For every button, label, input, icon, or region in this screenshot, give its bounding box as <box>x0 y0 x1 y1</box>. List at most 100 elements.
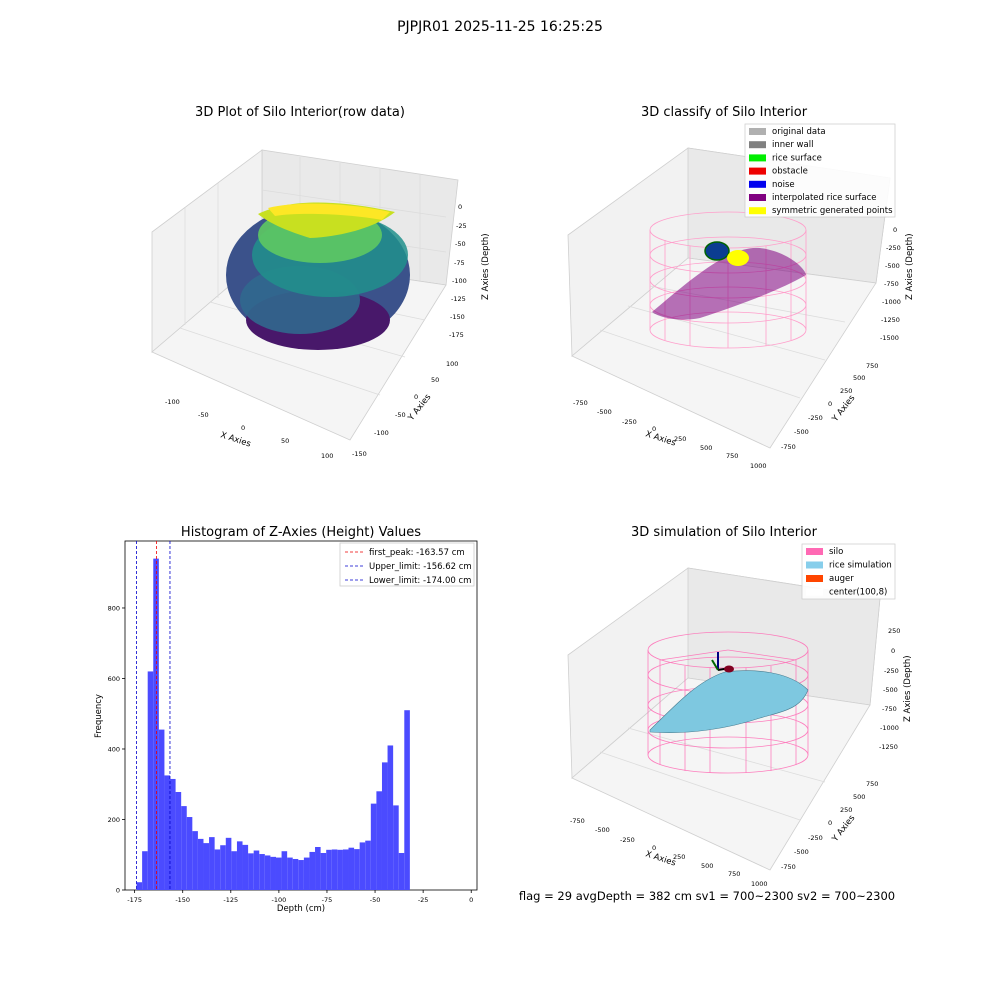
svg-text:-175: -175 <box>449 331 464 339</box>
simulation-ylabel: Y Axies <box>830 813 858 845</box>
histogram-bar <box>381 762 388 890</box>
histogram-bar <box>298 860 304 890</box>
svg-text:250: 250 <box>888 627 900 635</box>
histogram-y-ticks: 0 200 400 600 800 <box>108 604 125 895</box>
legend-entry: inner wall <box>772 140 813 150</box>
histogram-bar <box>393 805 399 890</box>
svg-text:-1250: -1250 <box>879 743 898 751</box>
legend-entry: symmetric generated points <box>772 206 893 216</box>
svg-text:-250: -250 <box>886 244 901 252</box>
histogram-bar <box>404 710 410 890</box>
svg-text:-50: -50 <box>198 411 209 419</box>
legend-swatch <box>749 154 766 162</box>
svg-text:1000: 1000 <box>750 462 767 470</box>
legend-swatch <box>749 167 766 175</box>
histogram-bars <box>136 558 410 890</box>
svg-text:100: 100 <box>446 360 458 368</box>
svg-text:0: 0 <box>828 400 832 408</box>
histogram-bar <box>292 858 299 890</box>
svg-text:-100: -100 <box>374 429 389 437</box>
histogram-bar <box>331 849 338 890</box>
legend-swatch <box>806 575 823 582</box>
svg-text:750: 750 <box>726 452 738 460</box>
svg-text:-1000: -1000 <box>882 298 901 306</box>
histogram-bar <box>264 855 271 890</box>
histogram-bar <box>287 857 293 890</box>
svg-text:500: 500 <box>701 862 713 870</box>
simulation-tick-labels: -750 -500 -250 0 250 500 750 1000 750 50… <box>570 627 900 888</box>
svg-text:250: 250 <box>673 853 685 861</box>
histogram-bar <box>320 852 327 890</box>
classify-panel-title: 3D classify of Silo Interior <box>641 105 808 120</box>
histogram-x-ticks: -175 -150 -125 -100 -75 -50 -25 0 <box>127 890 473 904</box>
x-tick-label: -100 <box>271 896 286 904</box>
raw-panel-title: 3D Plot of Silo Interior(row data) <box>195 105 405 120</box>
classify-tick-labels: -750 -500 -250 0 250 500 750 1000 750 50… <box>573 226 901 470</box>
svg-text:-25: -25 <box>456 222 467 230</box>
y-tick-label: 0 <box>116 887 120 895</box>
svg-text:-750: -750 <box>573 399 588 407</box>
svg-text:-500: -500 <box>794 428 809 436</box>
symmetric-points-cluster <box>727 250 749 266</box>
histogram-panel: Histogram of Z-Axies (Height) Values -17… <box>94 525 478 914</box>
histogram-bar <box>231 851 237 890</box>
y-tick-label: 600 <box>108 675 120 683</box>
simulation-legend: silo rice simulation auger center(100,8) <box>801 543 896 600</box>
svg-text:-250: -250 <box>620 836 635 844</box>
svg-text:250: 250 <box>840 806 852 814</box>
svg-text:-250: -250 <box>622 418 637 426</box>
histogram-bar <box>203 843 210 890</box>
svg-text:750: 750 <box>866 362 878 370</box>
histogram-bar <box>136 882 143 890</box>
x-tick-label: -75 <box>322 896 333 904</box>
histogram-bar <box>192 831 198 890</box>
y-tick-label: 800 <box>108 604 120 612</box>
histogram-bar <box>354 849 360 890</box>
svg-text:-1500: -1500 <box>880 334 899 342</box>
svg-text:-500: -500 <box>883 686 898 694</box>
legend-swatch <box>749 194 766 201</box>
histogram-bar <box>175 791 182 890</box>
legend-swatch <box>806 548 823 555</box>
histogram-legend: first_peak: -163.57 cm Upper_limit: -156.… <box>339 542 475 587</box>
histogram-bar <box>315 846 321 890</box>
svg-text:50: 50 <box>431 376 439 384</box>
svg-text:500: 500 <box>700 444 712 452</box>
histogram-bar <box>365 840 371 890</box>
histogram-bar <box>398 852 405 890</box>
rice-simulation-surface <box>649 670 809 733</box>
histogram-bar <box>326 849 332 890</box>
footer-status-text: flag = 29 avgDepth = 382 cm sv1 = 700~23… <box>519 889 895 903</box>
legend-entry: rice surface <box>772 153 822 163</box>
classify-xlabel: X Axies <box>644 429 677 448</box>
svg-text:0: 0 <box>891 647 895 655</box>
histogram-bar <box>181 806 187 890</box>
svg-text:1000: 1000 <box>751 880 768 888</box>
svg-text:-150: -150 <box>352 450 367 458</box>
svg-text:0: 0 <box>828 819 832 827</box>
histogram-bar <box>142 851 148 890</box>
histogram-bar <box>275 857 282 890</box>
svg-text:250: 250 <box>674 435 686 443</box>
x-tick-label: -25 <box>418 896 429 904</box>
legend-entry: Upper_limit: -156.62 cm <box>369 562 472 572</box>
raw-ylabel: Y Axies <box>406 392 434 424</box>
svg-text:0: 0 <box>241 424 245 432</box>
legend-swatch <box>749 180 766 188</box>
histogram-bar <box>303 857 310 890</box>
legend-entry: obstacle <box>772 167 808 177</box>
raw-point-cloud <box>226 202 410 350</box>
histogram-title: Histogram of Z-Axies (Height) Values <box>181 525 421 540</box>
x-tick-label: -175 <box>127 896 142 904</box>
svg-text:-100: -100 <box>165 398 180 406</box>
histogram-bar <box>236 841 243 890</box>
legend-entry: rice simulation <box>829 561 892 571</box>
histogram-bar <box>153 558 159 890</box>
svg-text:-500: -500 <box>794 848 809 856</box>
histogram-bar <box>242 844 249 890</box>
svg-text:500: 500 <box>853 793 865 801</box>
svg-text:-250: -250 <box>884 667 899 675</box>
raw-tick-labels: -100 -50 0 50 100 100 50 0 -50 -100 -150… <box>165 203 467 460</box>
svg-text:-750: -750 <box>884 280 899 288</box>
